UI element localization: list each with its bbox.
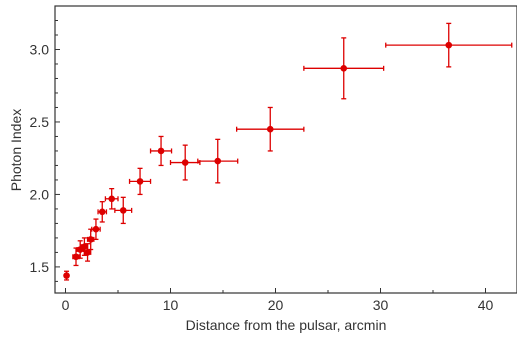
data-marker	[63, 272, 70, 279]
y-tick-label: 2.5	[30, 114, 50, 130]
data-marker	[72, 253, 80, 261]
data-point	[149, 135, 173, 167]
data-point	[114, 196, 133, 225]
y-axis-title: Photon Index	[8, 109, 24, 192]
data-marker	[81, 243, 88, 250]
x-tick-label: 30	[373, 297, 389, 313]
data-point	[91, 218, 101, 241]
data-point	[83, 243, 92, 262]
plot-frame	[54, 5, 517, 294]
data-marker	[98, 208, 106, 216]
data-point	[128, 167, 152, 196]
data-marker	[181, 159, 189, 166]
x-axis-title: Distance from the pulsar, arcmin	[186, 317, 387, 333]
data-point	[72, 247, 80, 267]
y-tick-label: 3.0	[30, 41, 50, 57]
data-point	[97, 201, 108, 223]
data-point	[235, 106, 305, 152]
data-marker	[108, 195, 115, 203]
data-marker	[266, 125, 274, 133]
data-marker	[214, 157, 222, 165]
data-marker	[157, 147, 165, 155]
data-marker	[445, 41, 453, 49]
x-tick-label: 10	[163, 297, 179, 313]
data-point	[104, 187, 119, 210]
data-point	[385, 22, 513, 68]
data-marker	[87, 236, 94, 243]
data-points	[63, 22, 513, 281]
data-point	[169, 144, 201, 181]
data-marker	[136, 178, 144, 185]
data-marker	[119, 207, 127, 214]
data-point	[303, 37, 385, 100]
data-marker	[92, 225, 100, 233]
x-tick-label: 40	[478, 297, 494, 313]
y-tick-label: 2.0	[30, 186, 50, 202]
y-tick-label: 1.5	[30, 259, 50, 275]
data-marker	[340, 65, 348, 72]
x-tick-label: 20	[268, 297, 284, 313]
data-point	[86, 228, 95, 251]
data-point	[76, 240, 84, 259]
data-point	[63, 270, 70, 281]
y-axis-ticks: 1.5 2.0 2.5 3.0	[30, 19, 60, 282]
data-marker	[84, 249, 91, 256]
x-tick-label: 0	[62, 297, 70, 313]
data-point	[197, 138, 239, 184]
x-axis-ticks: 0 10 20 30 40	[62, 288, 494, 313]
